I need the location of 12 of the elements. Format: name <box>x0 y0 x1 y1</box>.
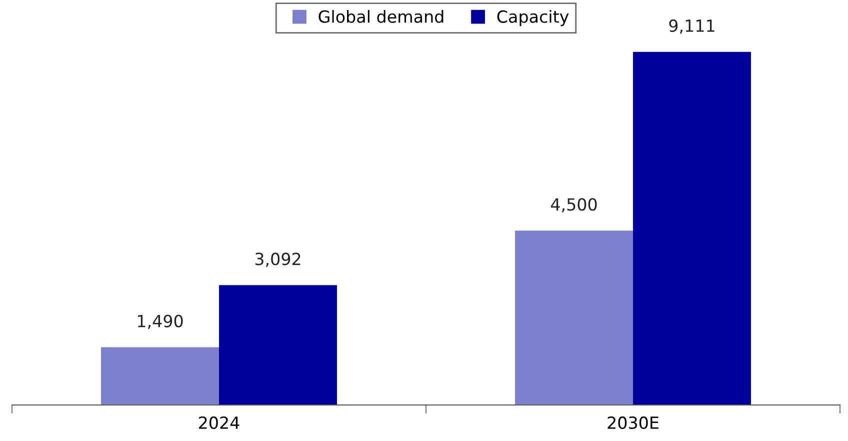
bar <box>219 285 337 405</box>
legend-label: Global demand <box>318 10 444 23</box>
x-tick-label: 2030E <box>608 416 658 430</box>
data-label: 4,500 <box>550 198 597 212</box>
legend-label: Capacity <box>497 10 569 26</box>
data-label: 3,092 <box>255 252 300 267</box>
bar <box>633 52 751 405</box>
bar <box>515 230 633 405</box>
bar <box>101 347 219 405</box>
x-tick-label: 2024 <box>199 416 240 430</box>
data-label: 1,490 <box>138 314 183 330</box>
data-label: 9,111 <box>669 19 714 34</box>
